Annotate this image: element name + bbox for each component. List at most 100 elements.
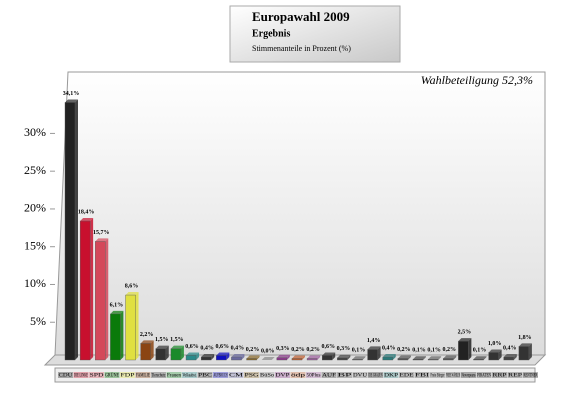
legend-swatch bbox=[120, 372, 135, 378]
legend-swatch bbox=[507, 372, 523, 378]
bar-side bbox=[180, 345, 184, 360]
bar-top bbox=[488, 349, 502, 353]
bar-side bbox=[165, 345, 169, 360]
bar bbox=[246, 358, 257, 361]
value-label: 0,1% bbox=[473, 348, 487, 354]
bar-top bbox=[155, 345, 169, 349]
legend-label: AUFBRUCH bbox=[214, 374, 228, 379]
bar bbox=[79, 220, 91, 361]
bar-top bbox=[503, 353, 517, 357]
value-label: 2,5% bbox=[458, 329, 472, 335]
legend-label: SPD bbox=[90, 374, 105, 379]
bar bbox=[95, 241, 106, 361]
value-label: 0,1% bbox=[352, 348, 366, 354]
legend-swatch bbox=[290, 372, 306, 378]
bar-top bbox=[352, 356, 366, 360]
bar-side bbox=[438, 356, 442, 360]
bar-top bbox=[518, 343, 532, 347]
legend-swatch bbox=[430, 372, 445, 378]
legend-swatch bbox=[368, 372, 383, 378]
legend-swatch bbox=[259, 372, 275, 378]
bar-top bbox=[458, 338, 472, 342]
bar-side bbox=[135, 292, 139, 360]
bar-side bbox=[498, 349, 502, 360]
y-tick-label: 30% bbox=[24, 125, 46, 139]
bar-top bbox=[95, 238, 109, 242]
bar-top bbox=[367, 346, 381, 350]
bar-side bbox=[241, 353, 245, 360]
legend-swatch bbox=[461, 372, 476, 378]
bar-side bbox=[256, 355, 260, 360]
bar bbox=[170, 348, 182, 361]
bar bbox=[382, 356, 393, 361]
legend-label: EDE bbox=[400, 374, 414, 379]
bar-top bbox=[110, 310, 124, 314]
bar-top bbox=[246, 355, 260, 359]
value-label: 8,6% bbox=[125, 283, 139, 289]
bar bbox=[427, 359, 439, 361]
legend-swatch bbox=[58, 372, 73, 378]
legend-label: BüSo bbox=[260, 374, 275, 379]
bar bbox=[488, 352, 499, 361]
legend-label: DIE GRAUEN bbox=[369, 374, 383, 379]
bar-side bbox=[332, 352, 336, 360]
bar-top bbox=[186, 352, 200, 356]
bar bbox=[337, 357, 348, 361]
value-label: 0,4% bbox=[503, 345, 517, 351]
bar bbox=[110, 313, 121, 361]
bar bbox=[216, 355, 227, 361]
bar-top bbox=[428, 356, 442, 360]
bar-side bbox=[362, 356, 366, 360]
bar bbox=[458, 340, 469, 361]
legend-swatch bbox=[244, 372, 259, 378]
chart-subtitle: Ergebnis bbox=[252, 28, 290, 39]
bar-top bbox=[261, 357, 275, 360]
value-label: 0,2% bbox=[397, 347, 411, 353]
bar-top bbox=[382, 353, 396, 357]
bar-top bbox=[201, 353, 215, 357]
legend-swatch bbox=[383, 372, 399, 378]
bar-top bbox=[397, 355, 411, 359]
value-label: 0,3% bbox=[276, 346, 290, 352]
bar-top bbox=[276, 354, 290, 358]
bar-side bbox=[286, 354, 290, 360]
value-label: 0,6% bbox=[216, 344, 230, 350]
bar bbox=[276, 357, 288, 361]
bar-top bbox=[140, 340, 154, 344]
legend-swatch bbox=[197, 372, 213, 378]
bar-side bbox=[513, 353, 517, 360]
bar-top bbox=[170, 345, 184, 349]
bar bbox=[443, 358, 454, 361]
legend-swatch bbox=[321, 372, 337, 378]
y-tick-label: 15% bbox=[24, 238, 46, 252]
legend-label: PIRATEN bbox=[477, 374, 491, 379]
bar-side bbox=[211, 353, 215, 360]
bar-side bbox=[120, 310, 124, 360]
legend-swatch bbox=[352, 372, 368, 378]
legend-label: PBC bbox=[198, 374, 213, 379]
bar-top bbox=[125, 292, 139, 296]
legend-swatch bbox=[151, 372, 166, 378]
legend-swatch bbox=[213, 372, 228, 378]
value-label: 1,0% bbox=[488, 341, 502, 347]
value-label: 1,5% bbox=[155, 337, 169, 343]
bar bbox=[185, 355, 197, 361]
title-box bbox=[229, 5, 401, 63]
legend-label: CDU bbox=[59, 374, 74, 379]
annotation: Wahlbeteiligung 52,3% bbox=[421, 73, 533, 87]
legend-swatch bbox=[166, 372, 182, 378]
bar bbox=[200, 356, 212, 361]
chart-title: Europawahl 2009 bbox=[252, 9, 350, 24]
value-label: 2,2% bbox=[140, 332, 154, 338]
legend-swatch bbox=[104, 372, 120, 378]
bar bbox=[306, 358, 318, 361]
legend-swatch bbox=[523, 372, 538, 378]
value-label: 15,7% bbox=[93, 230, 110, 236]
value-label: 0,2% bbox=[443, 347, 457, 353]
bar-side bbox=[422, 356, 426, 360]
bar-side bbox=[90, 218, 94, 360]
bar-top bbox=[307, 355, 321, 359]
legend-swatch bbox=[89, 372, 104, 378]
bar-side bbox=[196, 352, 200, 360]
